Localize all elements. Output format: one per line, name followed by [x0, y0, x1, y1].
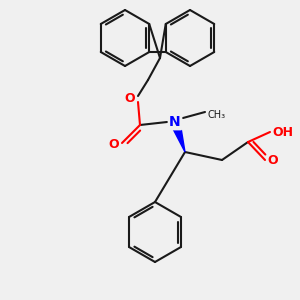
Text: O: O [125, 92, 135, 104]
Polygon shape [170, 120, 185, 152]
Text: N: N [169, 115, 181, 129]
Text: O: O [267, 154, 278, 166]
Text: OH: OH [272, 125, 293, 139]
Text: O: O [109, 139, 119, 152]
Text: CH₃: CH₃ [207, 110, 225, 120]
